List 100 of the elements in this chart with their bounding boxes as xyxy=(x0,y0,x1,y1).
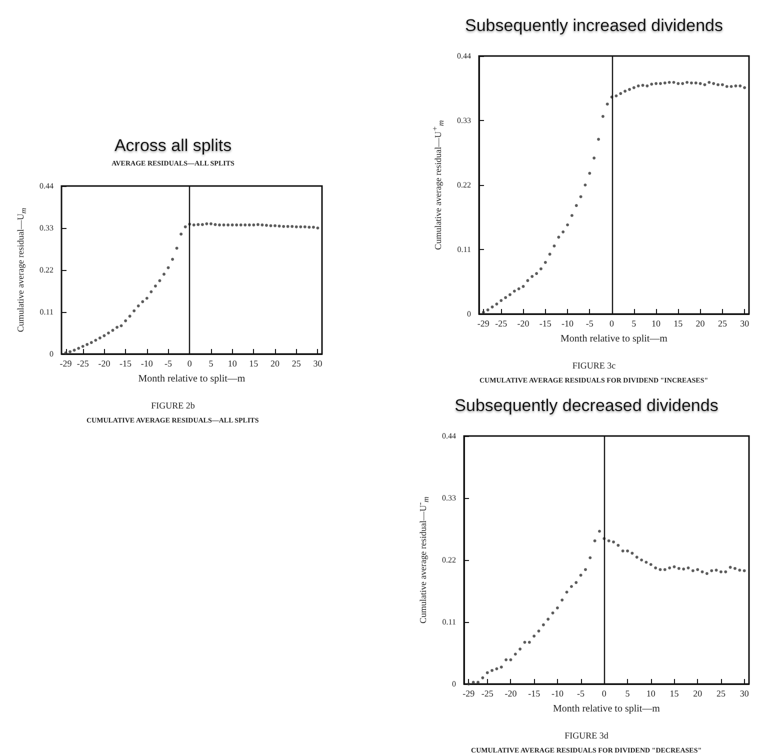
point xyxy=(708,80,711,84)
point xyxy=(316,226,320,230)
point xyxy=(598,530,601,533)
point xyxy=(495,302,498,306)
point xyxy=(180,232,183,236)
point xyxy=(514,652,517,656)
x-tick-label: -29 xyxy=(462,688,476,698)
x-tick-label: 5 xyxy=(208,358,214,368)
point xyxy=(719,570,722,574)
point xyxy=(705,572,708,576)
point xyxy=(214,223,217,226)
x-tick-label: -20 xyxy=(517,318,530,328)
point xyxy=(81,344,84,348)
point xyxy=(196,223,200,226)
x-axis-title: Month relative to split—m xyxy=(138,374,246,384)
y-axis-title: Cumulative average residual—U+m xyxy=(430,120,446,250)
caption: FIGURE 3d xyxy=(564,730,609,740)
point xyxy=(696,568,700,572)
point xyxy=(681,82,684,86)
point xyxy=(68,350,72,354)
point xyxy=(579,574,582,577)
point xyxy=(548,252,552,256)
point xyxy=(584,568,587,572)
y-tick-label: 0.22 xyxy=(457,180,471,190)
x-tick-label: 20 xyxy=(696,318,706,328)
point xyxy=(619,92,622,96)
point xyxy=(663,568,666,572)
point xyxy=(522,284,525,288)
point xyxy=(593,539,596,542)
point xyxy=(542,623,545,626)
point xyxy=(106,332,110,334)
point xyxy=(690,81,693,84)
point xyxy=(500,666,503,669)
point xyxy=(90,341,93,344)
x-tick-label: 15 xyxy=(249,358,259,368)
point xyxy=(584,184,587,186)
x-tick-label: -29 xyxy=(60,358,72,368)
x-tick-label: -10 xyxy=(551,688,564,698)
point xyxy=(644,560,648,564)
point xyxy=(490,305,494,308)
x-tick-label: 0 xyxy=(602,688,607,698)
point xyxy=(136,304,140,308)
point xyxy=(481,676,484,680)
point xyxy=(299,225,302,228)
point xyxy=(565,590,568,594)
point xyxy=(235,223,238,226)
x-tick-label: -15 xyxy=(539,318,552,328)
point xyxy=(566,223,570,226)
y-tick-label: 0.33 xyxy=(457,116,471,125)
point xyxy=(171,258,174,261)
point xyxy=(539,267,542,270)
point xyxy=(654,82,658,86)
point xyxy=(640,558,644,562)
x-tick-label: -25 xyxy=(495,318,508,328)
point xyxy=(743,86,746,90)
point xyxy=(508,293,512,296)
point xyxy=(606,102,609,106)
point xyxy=(624,90,627,93)
point xyxy=(728,566,732,569)
x-tick-label: 15 xyxy=(674,318,684,328)
point xyxy=(226,223,230,226)
point xyxy=(703,83,706,86)
point xyxy=(694,81,698,84)
point xyxy=(672,565,676,568)
point xyxy=(526,279,530,282)
point xyxy=(646,84,649,88)
point xyxy=(658,82,662,86)
x-tick-label: -15 xyxy=(528,688,541,698)
point xyxy=(570,214,574,217)
y-tick-label: 0.22 xyxy=(40,266,54,274)
point xyxy=(145,296,148,300)
point xyxy=(141,300,144,304)
point xyxy=(264,224,268,227)
chart-title: Subsequently decreased dividends xyxy=(454,396,718,415)
x-tick-label: 30 xyxy=(740,318,750,328)
point xyxy=(209,222,212,226)
point xyxy=(663,81,666,84)
x-tick-label: 30 xyxy=(740,688,750,698)
x-tick-label: -5 xyxy=(164,358,173,368)
y-tick-label: 0.44 xyxy=(442,432,456,440)
point xyxy=(303,225,306,228)
point xyxy=(738,84,742,88)
point xyxy=(248,223,251,226)
point xyxy=(504,296,508,300)
point xyxy=(650,82,654,86)
point xyxy=(686,566,690,570)
x-tick-label: -5 xyxy=(577,688,586,698)
point xyxy=(621,549,624,552)
point xyxy=(490,668,494,672)
point xyxy=(607,539,610,542)
point xyxy=(158,279,162,282)
point xyxy=(725,84,728,88)
x-tick-label: -29 xyxy=(477,318,490,328)
point xyxy=(286,224,290,228)
point xyxy=(192,223,196,226)
point xyxy=(742,569,746,572)
point xyxy=(710,569,714,572)
point xyxy=(628,88,631,91)
caption: FIGURE 3c xyxy=(572,360,616,370)
point xyxy=(175,246,178,250)
